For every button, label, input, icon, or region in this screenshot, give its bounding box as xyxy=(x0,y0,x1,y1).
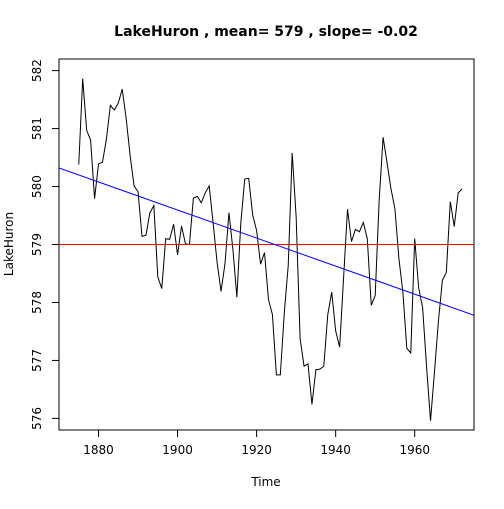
y-axis-label: LakeHuron xyxy=(2,212,16,276)
y-tick-label: 578 xyxy=(30,291,44,314)
x-tick-label: 1900 xyxy=(162,443,193,457)
x-axis-label: Time xyxy=(250,475,280,489)
y-tick-label: 580 xyxy=(30,175,44,198)
chart-title: LakeHuron , mean= 579 , slope= -0.02 xyxy=(114,24,418,40)
y-tick-label: 581 xyxy=(30,117,44,140)
x-tick-label: 1940 xyxy=(320,443,351,457)
x-tick-label: 1920 xyxy=(241,443,272,457)
y-tick-label: 582 xyxy=(30,59,44,82)
x-tick-label: 1960 xyxy=(399,443,430,457)
y-tick-label: 576 xyxy=(30,407,44,430)
y-tick-label: 579 xyxy=(30,233,44,256)
trend-line xyxy=(59,167,474,316)
x-tick-label: 1880 xyxy=(83,443,114,457)
y-tick-label: 577 xyxy=(30,349,44,372)
series-line xyxy=(78,78,463,421)
